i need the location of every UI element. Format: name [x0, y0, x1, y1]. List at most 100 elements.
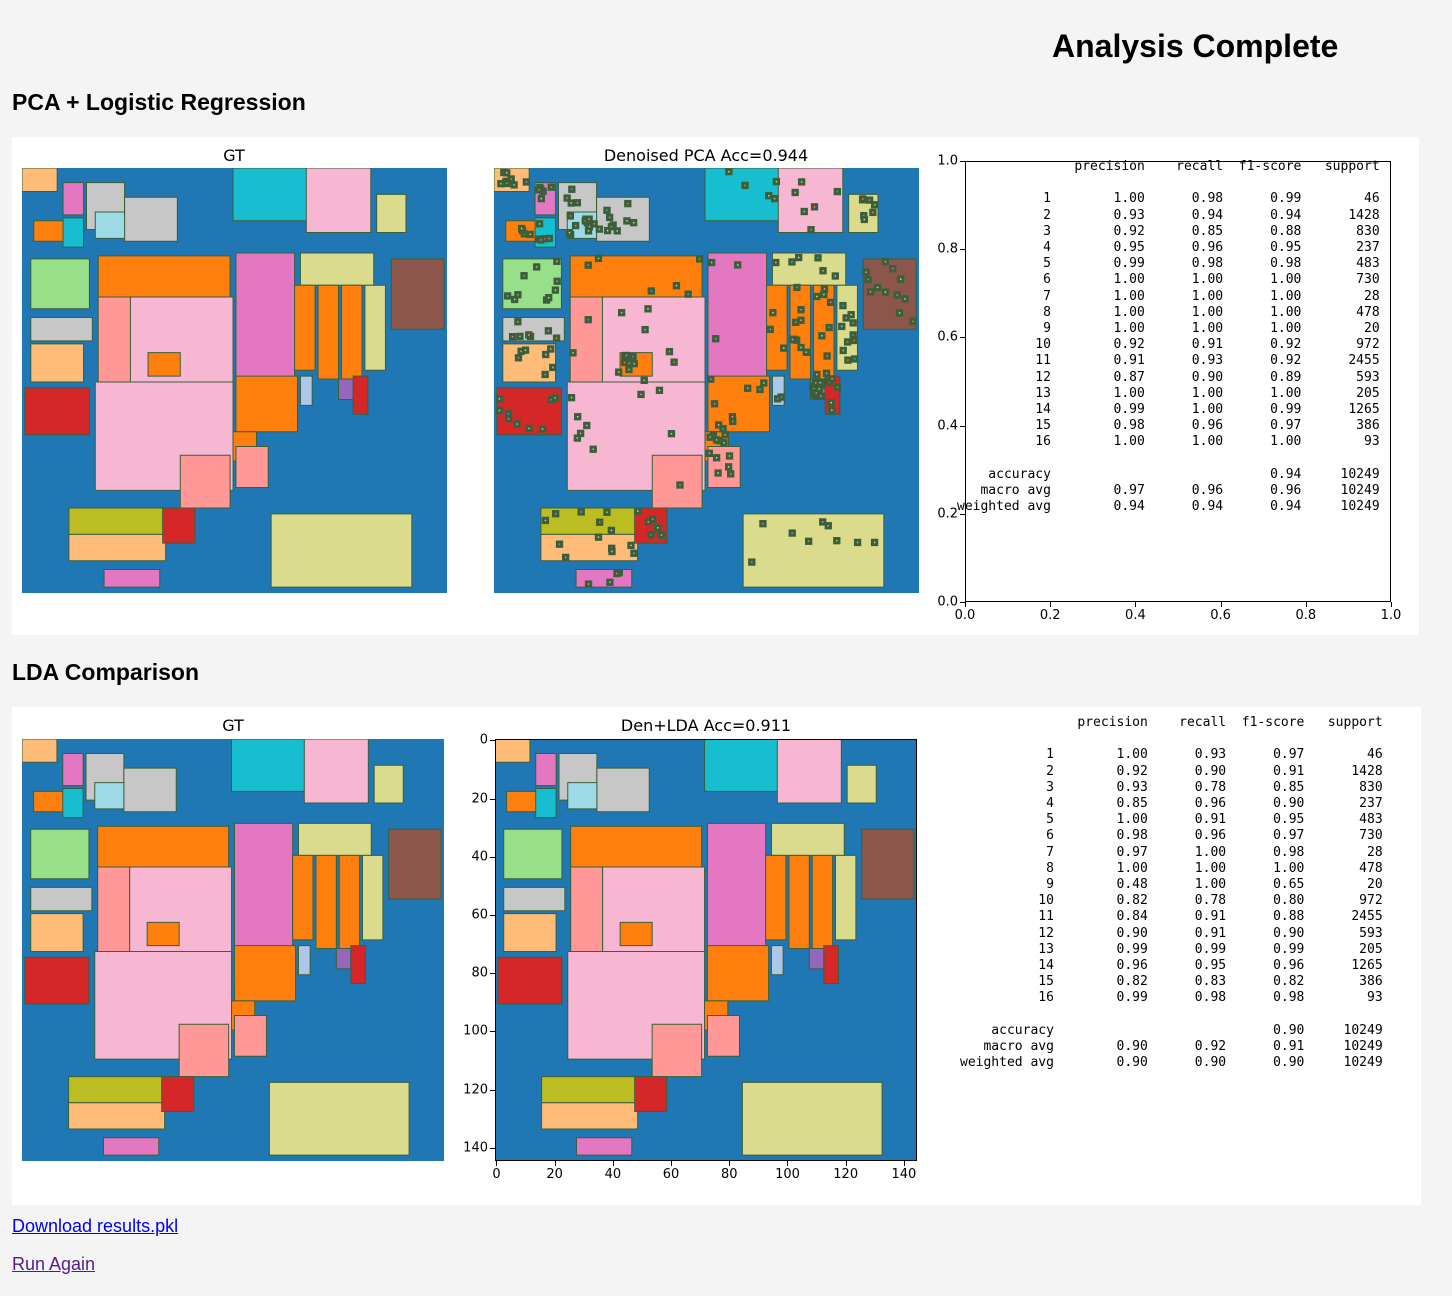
- tick-mark: [490, 740, 495, 742]
- map-noise-speck: [657, 531, 666, 539]
- map-noise-speck: [813, 292, 821, 301]
- map-noise-speck: [622, 351, 631, 360]
- map-noise-speck: [634, 507, 642, 515]
- map-noise-speck: [584, 261, 592, 269]
- map-noise-speck: [791, 188, 799, 197]
- report-row: 15 0.98 0.96 0.97 386: [957, 418, 1380, 434]
- map-field: [351, 946, 366, 984]
- map-noise-speck: [625, 365, 633, 374]
- map-noise-speck: [823, 352, 831, 360]
- map-noise-speck: [705, 449, 713, 457]
- map-noise-speck: [819, 518, 827, 526]
- map-field: [63, 754, 83, 786]
- map-field: [163, 508, 195, 543]
- map-noise-speck: [712, 454, 721, 462]
- map-noise-speck: [810, 203, 819, 211]
- map-field: [652, 1024, 701, 1076]
- map-noise-speck: [537, 236, 545, 244]
- map-noise-speck: [815, 385, 823, 393]
- map-noise-speck: [630, 549, 638, 557]
- map-field: [707, 946, 768, 1001]
- lda-axis-x-tick: 40: [604, 1167, 622, 1182]
- map-field: [25, 388, 89, 435]
- pca-classification-report: precision recall f1-score support 1 1.00…: [957, 159, 1380, 515]
- pca-gt-map: [22, 168, 447, 593]
- map-noise-speck: [792, 318, 800, 326]
- report-row: 8 1.00 1.00 1.00 478: [957, 304, 1380, 320]
- report-row: 3 0.93 0.78 0.85 830: [960, 779, 1383, 795]
- map-field: [824, 946, 839, 984]
- map-field: [536, 754, 556, 786]
- map-noise-speck: [844, 356, 852, 364]
- pca-pred-map: [494, 168, 919, 593]
- map-field: [339, 379, 354, 400]
- lda-axis-y-tick: 140: [463, 1140, 488, 1156]
- map-noise-speck: [627, 541, 635, 550]
- map-field: [504, 887, 565, 910]
- map-noise-speck: [812, 379, 820, 387]
- map-field: [236, 253, 295, 379]
- map-noise-speck: [706, 433, 714, 441]
- map-noise-speck: [607, 223, 616, 231]
- map-field: [95, 212, 124, 238]
- map-noise-speck: [571, 221, 580, 230]
- map-noise-speck: [654, 524, 662, 532]
- map-field: [542, 1103, 638, 1129]
- map-noise-speck: [727, 470, 735, 478]
- map-noise-speck: [869, 208, 877, 217]
- tick-mark: [960, 161, 965, 162]
- map-noise-speck: [725, 452, 734, 460]
- map-field: [104, 570, 160, 588]
- map-noise-speck: [615, 368, 623, 376]
- map-field: [377, 194, 406, 232]
- map-field: [234, 823, 292, 948]
- map-field: [69, 1103, 165, 1129]
- map-field: [766, 855, 786, 939]
- map-noise-speck: [725, 168, 733, 176]
- run-again-link[interactable]: Run Again: [12, 1254, 96, 1274]
- report-row: 6 1.00 1.00 1.00 730: [957, 272, 1380, 288]
- map-field: [63, 218, 84, 247]
- download-results-link[interactable]: Download results.pkl: [12, 1216, 179, 1236]
- map-noise-speck: [795, 253, 803, 262]
- map-field: [772, 376, 784, 405]
- map-field: [541, 534, 638, 560]
- report-row: 9 1.00 1.00 1.00 20: [957, 321, 1380, 337]
- map-noise-speck: [695, 255, 704, 263]
- map-field: [778, 168, 842, 232]
- lda-pred-axis-frame: [495, 739, 917, 1161]
- map-field: [316, 855, 336, 948]
- map-noise-speck: [818, 332, 826, 340]
- map-noise-speck: [897, 275, 905, 283]
- map-noise-speck: [516, 332, 524, 341]
- map-noise-speck: [655, 386, 664, 394]
- map-field: [179, 1024, 228, 1076]
- report-row: 15 0.82 0.83 0.82 386: [960, 974, 1383, 990]
- map-noise-speck: [833, 187, 842, 196]
- report-row: 13 1.00 1.00 1.00 205: [957, 385, 1380, 401]
- map-noise-speck: [649, 515, 657, 523]
- tick-mark: [960, 425, 965, 427]
- map-noise-speck: [807, 226, 815, 234]
- tick-mark: [671, 1161, 673, 1166]
- report-row: 1 1.00 0.93 0.97 46: [960, 747, 1383, 763]
- lda-axis-y-tick: 20: [471, 791, 488, 807]
- map-noise-speck: [613, 569, 621, 578]
- map-noise-speck: [613, 227, 621, 235]
- map-field: [620, 922, 652, 945]
- tick-mark: [960, 249, 965, 251]
- map-noise-speck: [617, 308, 626, 317]
- map-noise-speck: [503, 292, 512, 300]
- map-noise-speck: [895, 309, 904, 317]
- tick-mark: [490, 1147, 495, 1149]
- map-noise-speck: [541, 516, 550, 525]
- map-noise-speck: [715, 421, 723, 429]
- map-noise-speck: [552, 334, 561, 342]
- map-noise-speck: [824, 522, 832, 530]
- map-noise-speck: [495, 395, 504, 403]
- map-field: [374, 765, 403, 803]
- report-summary-row: macro avg 0.90 0.92 0.91 10249: [960, 1039, 1383, 1055]
- map-noise-speck: [909, 317, 917, 326]
- map-field: [300, 253, 373, 285]
- map-noise-speck: [859, 195, 867, 203]
